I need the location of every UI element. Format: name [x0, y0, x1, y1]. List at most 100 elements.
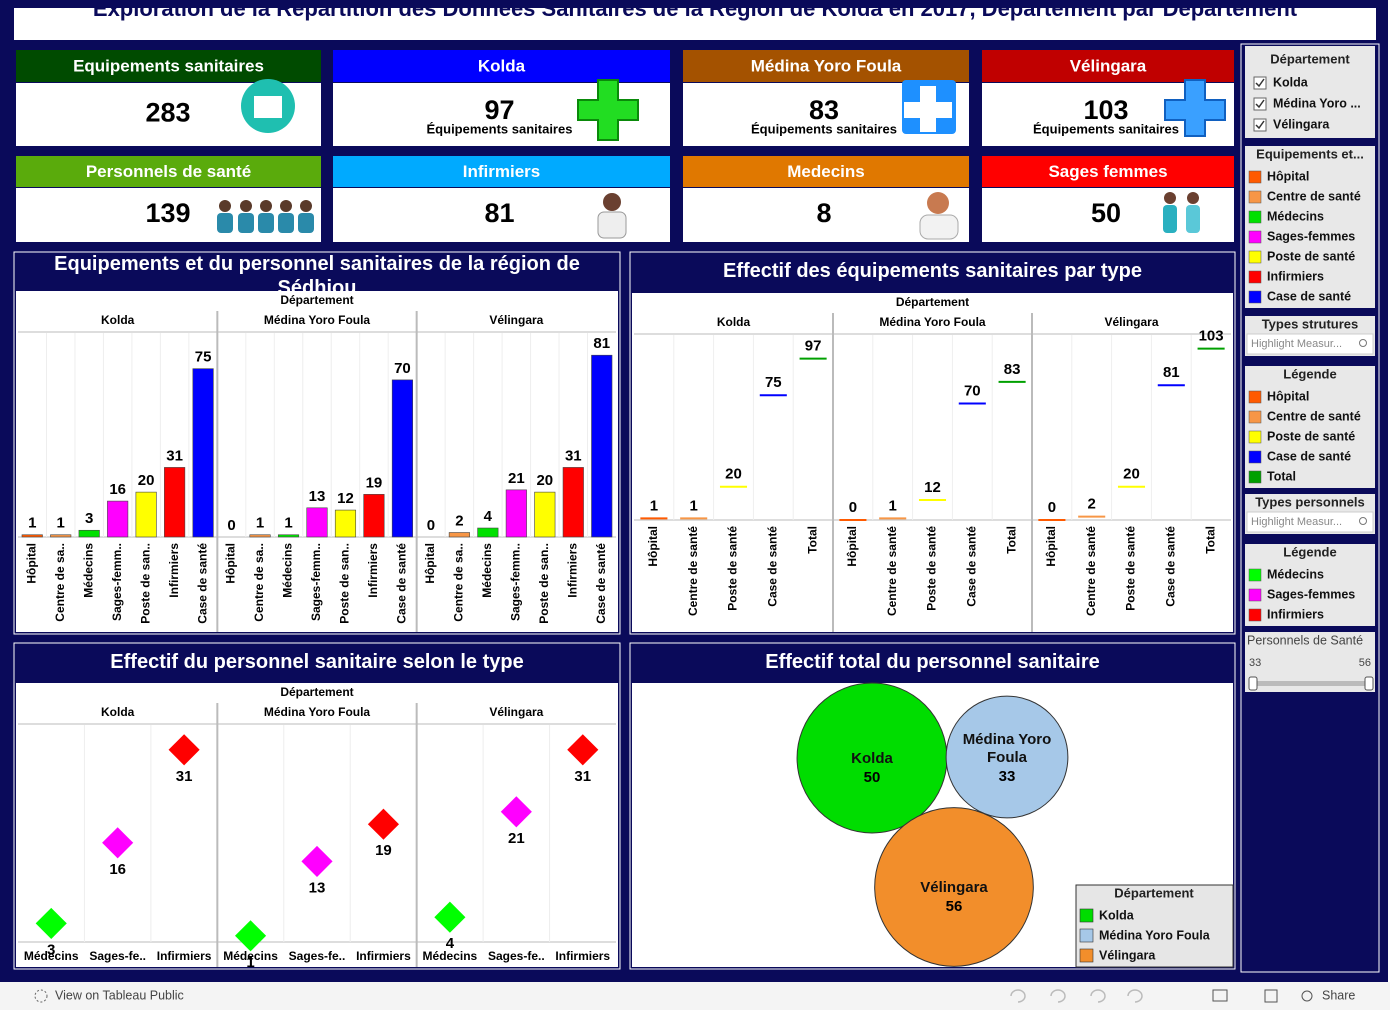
search-input[interactable]	[1246, 333, 1374, 355]
legend-swatch	[1248, 588, 1262, 602]
toolbar-icon	[1264, 989, 1278, 1003]
toolbar-icon	[1050, 989, 1066, 1003]
checkbox[interactable]	[1253, 118, 1267, 132]
data-label: 70	[394, 360, 411, 377]
facet-label: Kolda	[717, 315, 751, 329]
legend-label: Total	[1267, 469, 1296, 483]
bar	[135, 491, 157, 538]
legend-title: Equipements et...	[1256, 146, 1364, 161]
bubble-label: Médina Yoro Foula	[962, 731, 1052, 766]
search-title: Types personnels	[1255, 494, 1365, 509]
data-label: 1	[284, 515, 292, 532]
legend-swatch	[1079, 948, 1094, 963]
data-label: 1	[690, 497, 698, 514]
data-label: 75	[195, 349, 212, 366]
category-label: Centre de sa..	[452, 543, 466, 622]
category-label: Hôpital	[24, 543, 38, 584]
category-label: Hôpital	[646, 526, 660, 567]
bubble-value: 50	[864, 769, 881, 786]
legend-label: Infirmiers	[1267, 607, 1324, 621]
data-label: 31	[166, 447, 183, 464]
icon-hospital-building	[254, 96, 282, 118]
data-label: 81	[1163, 364, 1180, 381]
legend-swatch	[1079, 928, 1094, 943]
category-label: Total	[1004, 526, 1018, 554]
data-label: 20	[725, 466, 742, 483]
chart-title-frame: Effectif total du personnel sanitaire	[765, 651, 1100, 673]
category-label: Poste de san..	[138, 543, 152, 624]
legend-title: Département	[1114, 885, 1194, 900]
data-label: 12	[337, 490, 354, 507]
footer-link[interactable]: View on Tableau Public	[55, 988, 184, 1002]
footer-share[interactable]: Share	[1322, 988, 1355, 1002]
bar	[334, 509, 357, 538]
data-label: 1	[57, 515, 65, 532]
category-label: Infirmiers	[356, 949, 411, 963]
diamond	[500, 796, 532, 828]
kpi-label: Medecins	[787, 162, 864, 181]
bar	[306, 507, 328, 538]
checkbox[interactable]	[1253, 76, 1267, 90]
bar	[277, 534, 300, 538]
data-label: 2	[1088, 496, 1096, 513]
legend-swatch	[1248, 430, 1262, 444]
plot-background	[632, 293, 1233, 632]
category-label: Infirmiers	[366, 543, 380, 598]
legend-label: Case de santé	[1267, 449, 1351, 463]
facet-label: Kolda	[101, 313, 135, 327]
data-label: 20	[138, 472, 155, 489]
legend-label: Kolda	[1099, 908, 1135, 922]
icon-doctor-coat	[597, 211, 627, 239]
bubble-label-frame: Médina Yoro Foula	[962, 731, 1052, 766]
slider-title: Personnels de Santé	[1247, 633, 1363, 647]
kpi-label: Médina Yoro Foula	[751, 56, 902, 75]
legend-label: Case de santé	[1267, 289, 1351, 303]
diamond	[367, 808, 400, 840]
category-label: Médecins	[423, 949, 478, 963]
kpi-value: 103	[1083, 95, 1128, 125]
slider-handle[interactable]	[1364, 676, 1374, 691]
data-label: 1	[256, 515, 264, 532]
kpi-value: 97	[484, 95, 514, 125]
category-label: Poste de santé	[726, 526, 740, 611]
icon-blue-cross	[904, 86, 952, 132]
legend-label: Sages-femmes	[1267, 229, 1355, 243]
icon-medecin-head	[927, 192, 949, 214]
search-input[interactable]	[1246, 511, 1374, 533]
chart-title: Effectif des équipements sanitaires par …	[722, 260, 1143, 282]
category-label: Hôpital	[1044, 526, 1058, 567]
category-label: Centre de santé	[1084, 526, 1098, 616]
legend-label: Médecins	[1267, 567, 1324, 581]
share-icon	[1301, 990, 1313, 1002]
legend-swatch	[1079, 908, 1094, 923]
category-label: Centre de santé	[686, 526, 700, 616]
slider-min: 33	[1249, 657, 1261, 669]
category-label: Poste de santé	[925, 526, 939, 611]
search-icon	[1359, 517, 1367, 525]
category-label: Hôpital	[423, 543, 437, 584]
toolbar-icon	[1010, 989, 1026, 1003]
category-label: Sages-femm..	[110, 543, 124, 621]
diamond	[301, 845, 333, 877]
legend-box	[1075, 884, 1234, 968]
checkbox[interactable]	[1253, 97, 1267, 111]
legend-swatch	[1248, 230, 1262, 244]
footer-bar	[0, 982, 1390, 1010]
legend-swatch	[1248, 250, 1262, 264]
data-label: 13	[309, 488, 326, 505]
category-label: Sages-fe..	[289, 949, 346, 963]
icon-midwife-body	[1163, 205, 1177, 233]
legend-swatch	[1248, 608, 1262, 622]
toolbar-icon	[1212, 989, 1228, 1002]
icon-cross	[1164, 79, 1226, 137]
data-label: 31	[574, 768, 591, 785]
data-label: 1	[650, 497, 658, 514]
kpi-caption: Équipements sanitaires	[427, 121, 573, 136]
slider-handle[interactable]	[1248, 676, 1258, 691]
data-label: 19	[375, 842, 392, 859]
legend-label: Centre de santé	[1267, 189, 1361, 203]
icon-midwife-body	[1186, 205, 1200, 233]
data-label: 81	[593, 335, 610, 352]
legend-title: Légende	[1283, 544, 1336, 559]
